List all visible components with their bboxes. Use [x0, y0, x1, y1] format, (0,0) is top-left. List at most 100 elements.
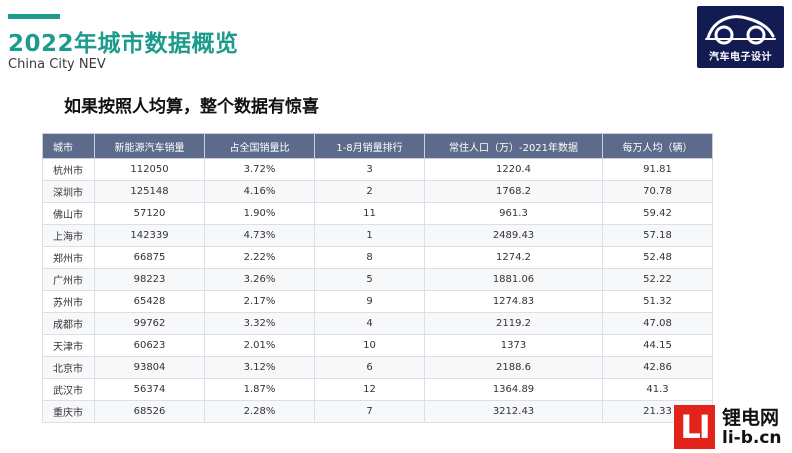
cell-per-10k: 70.78 [602, 180, 713, 203]
cell-city: 杭州市 [42, 158, 95, 181]
column-header-per-10k: 每万人均（辆） [602, 133, 713, 159]
cell-population: 961.3 [424, 202, 603, 225]
cell-nev-sales: 93804 [94, 356, 205, 379]
table-row: 佛山市 57120 1.90% 11 961.3 59.42 [42, 202, 713, 225]
table-row: 北京市 93804 3.12% 6 2188.6 42.86 [42, 356, 713, 379]
cell-city: 广州市 [42, 268, 95, 291]
cell-population: 3212.43 [424, 400, 603, 423]
cell-city: 武汉市 [42, 378, 95, 401]
table-row: 郑州市 66875 2.22% 8 1274.2 52.48 [42, 246, 713, 269]
cell-national-share: 1.87% [204, 378, 315, 401]
cell-per-10k: 47.08 [602, 312, 713, 335]
table-header-row: 城市 新能源汽车销量 占全国销量比 1-8月销量排行 常住人口（万）-2021年… [42, 133, 713, 159]
cell-sales-rank: 1 [314, 224, 425, 247]
cell-population: 1373 [424, 334, 603, 357]
page-title: 2022年城市数据概览 [8, 31, 239, 57]
cell-city: 上海市 [42, 224, 95, 247]
cell-nev-sales: 99762 [94, 312, 205, 335]
cell-per-10k: 52.48 [602, 246, 713, 269]
cell-sales-rank: 4 [314, 312, 425, 335]
cell-population: 1274.83 [424, 290, 603, 313]
cell-nev-sales: 66875 [94, 246, 205, 269]
cell-city: 苏州市 [42, 290, 95, 313]
cell-nev-sales: 68526 [94, 400, 205, 423]
cell-sales-rank: 2 [314, 180, 425, 203]
cell-per-10k: 52.22 [602, 268, 713, 291]
table-row: 武汉市 56374 1.87% 12 1364.89 41.3 [42, 378, 713, 401]
cell-sales-rank: 5 [314, 268, 425, 291]
car-outline-icon [705, 15, 776, 45]
cell-population: 2188.6 [424, 356, 603, 379]
cell-population: 2119.2 [424, 312, 603, 335]
cell-nev-sales: 57120 [94, 202, 205, 225]
cell-city: 深圳市 [42, 180, 95, 203]
brand-logo: 汽车电子设计 [697, 6, 784, 68]
cell-city: 北京市 [42, 356, 95, 379]
cell-sales-rank: 12 [314, 378, 425, 401]
table-row: 苏州市 65428 2.17% 9 1274.83 51.32 [42, 290, 713, 313]
cell-national-share: 2.17% [204, 290, 315, 313]
cell-population: 1768.2 [424, 180, 603, 203]
cell-city: 佛山市 [42, 202, 95, 225]
cell-national-share: 3.26% [204, 268, 315, 291]
cell-nev-sales: 125148 [94, 180, 205, 203]
cell-city: 郑州市 [42, 246, 95, 269]
cell-sales-rank: 10 [314, 334, 425, 357]
logo-text: 汽车电子设计 [709, 52, 772, 63]
cell-population: 1274.2 [424, 246, 603, 269]
cell-per-10k: 91.81 [602, 158, 713, 181]
cell-sales-rank: 8 [314, 246, 425, 269]
cell-national-share: 2.28% [204, 400, 315, 423]
title-accent-bar [8, 14, 60, 19]
cell-sales-rank: 11 [314, 202, 425, 225]
table-row: 杭州市 112050 3.72% 3 1220.4 91.81 [42, 158, 713, 181]
cell-national-share: 2.01% [204, 334, 315, 357]
cell-sales-rank: 3 [314, 158, 425, 181]
cell-per-10k: 44.15 [602, 334, 713, 357]
cell-national-share: 4.73% [204, 224, 315, 247]
cell-per-10k: 51.32 [602, 290, 713, 313]
cell-per-10k: 42.86 [602, 356, 713, 379]
cell-per-10k: 41.3 [602, 378, 713, 401]
cell-national-share: 3.12% [204, 356, 315, 379]
cell-nev-sales: 112050 [94, 158, 205, 181]
column-header-nev-sales: 新能源汽车销量 [94, 133, 205, 159]
watermark-name: 锂电网 [722, 407, 780, 429]
cell-sales-rank: 7 [314, 400, 425, 423]
cell-population: 1881.06 [424, 268, 603, 291]
cell-sales-rank: 6 [314, 356, 425, 379]
cell-nev-sales: 60623 [94, 334, 205, 357]
cell-nev-sales: 65428 [94, 290, 205, 313]
watermark-url[interactable]: li-b.cn [722, 428, 782, 448]
cell-city: 成都市 [42, 312, 95, 335]
table-row: 天津市 60623 2.01% 10 1373 44.15 [42, 334, 713, 357]
cell-population: 1364.89 [424, 378, 603, 401]
cell-per-10k: 59.42 [602, 202, 713, 225]
cell-population: 2489.43 [424, 224, 603, 247]
table-row: 上海市 142339 4.73% 1 2489.43 57.18 [42, 224, 713, 247]
table-row: 重庆市 68526 2.28% 7 3212.43 21.33 [42, 400, 713, 423]
cell-city: 天津市 [42, 334, 95, 357]
table-row: 广州市 98223 3.26% 5 1881.06 52.22 [42, 268, 713, 291]
table-row: 成都市 99762 3.32% 4 2119.2 47.08 [42, 312, 713, 335]
cell-per-10k: 57.18 [602, 224, 713, 247]
cell-city: 重庆市 [42, 400, 95, 423]
column-header-sales-rank: 1-8月销量排行 [314, 133, 425, 159]
cell-national-share: 1.90% [204, 202, 315, 225]
table-row: 深圳市 125148 4.16% 2 1768.2 70.78 [42, 180, 713, 203]
cell-nev-sales: 56374 [94, 378, 205, 401]
cell-national-share: 2.22% [204, 246, 315, 269]
cell-national-share: 3.32% [204, 312, 315, 335]
cell-nev-sales: 142339 [94, 224, 205, 247]
cell-national-share: 4.16% [204, 180, 315, 203]
column-header-city: 城市 [42, 133, 95, 159]
cell-sales-rank: 9 [314, 290, 425, 313]
page-subtitle: China City NEV [8, 57, 106, 72]
cell-nev-sales: 98223 [94, 268, 205, 291]
headline: 如果按照人均算，整个数据有惊喜 [64, 97, 319, 117]
city-data-table: 城市 新能源汽车销量 占全国销量比 1-8月销量排行 常住人口（万）-2021年… [42, 133, 713, 423]
cell-population: 1220.4 [424, 158, 603, 181]
cell-national-share: 3.72% [204, 158, 315, 181]
watermark-badge: LI [674, 405, 715, 449]
column-header-population: 常住人口（万）-2021年数据 [424, 133, 603, 159]
